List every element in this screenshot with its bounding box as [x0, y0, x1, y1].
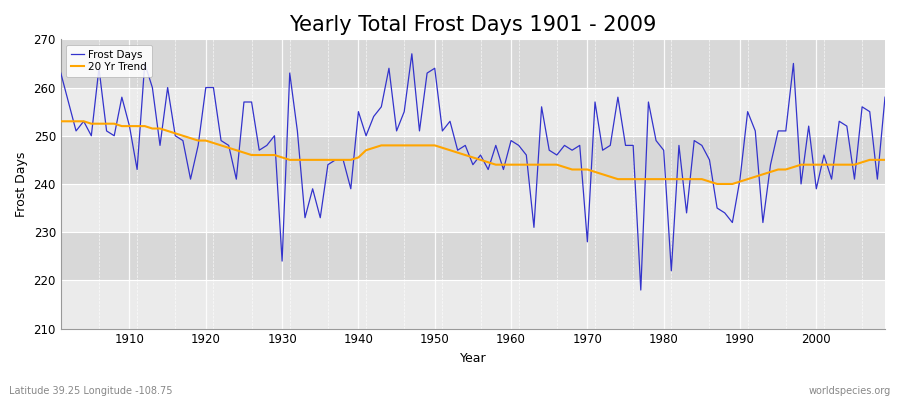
Bar [61, 232, 885, 280]
Legend: Frost Days, 20 Yr Trend: Frost Days, 20 Yr Trend [66, 44, 152, 77]
Frost Days [635, 288, 646, 292]
Bar [61, 136, 885, 184]
20 Yr Trend [598, 172, 608, 177]
Bar [61, 88, 885, 136]
Frost Days [513, 143, 524, 148]
Text: Latitude 39.25 Longitude -108.75: Latitude 39.25 Longitude -108.75 [9, 386, 173, 396]
20 Yr Trend [712, 182, 723, 186]
Frost Days [506, 138, 517, 143]
X-axis label: Year: Year [460, 352, 486, 365]
20 Yr Trend [56, 119, 67, 124]
20 Yr Trend [879, 158, 890, 162]
Frost Days [330, 158, 341, 162]
20 Yr Trend [498, 162, 508, 167]
20 Yr Trend [284, 158, 295, 162]
Text: worldspecies.org: worldspecies.org [809, 386, 891, 396]
Line: 20 Yr Trend: 20 Yr Trend [61, 121, 885, 184]
Frost Days [879, 95, 890, 100]
Frost Days [284, 71, 295, 76]
20 Yr Trend [116, 124, 127, 128]
Bar [61, 184, 885, 232]
Bar [61, 39, 885, 88]
Frost Days [407, 51, 418, 56]
Bar [61, 280, 885, 328]
20 Yr Trend [330, 158, 341, 162]
Frost Days [116, 95, 127, 100]
Line: Frost Days: Frost Days [61, 54, 885, 290]
Y-axis label: Frost Days: Frost Days [15, 151, 28, 217]
Title: Yearly Total Frost Days 1901 - 2009: Yearly Total Frost Days 1901 - 2009 [289, 15, 657, 35]
20 Yr Trend [506, 162, 517, 167]
Frost Days [605, 143, 616, 148]
Frost Days [56, 71, 67, 76]
